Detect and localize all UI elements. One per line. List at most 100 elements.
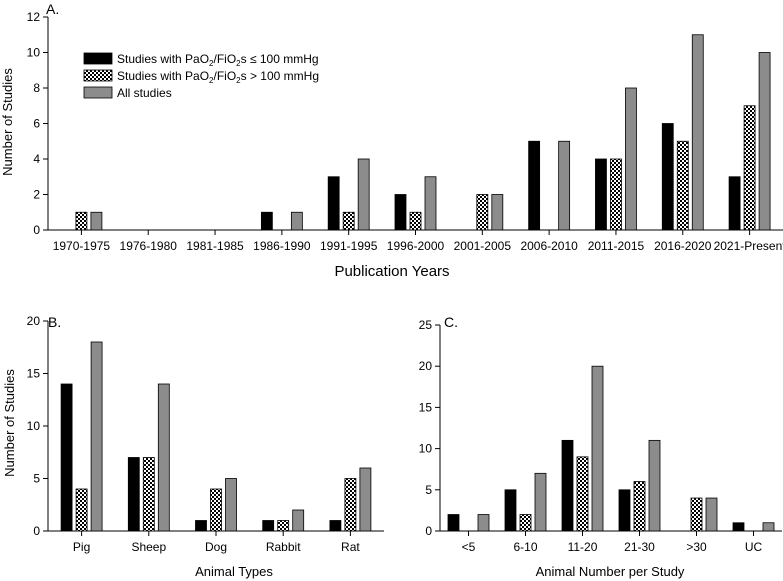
bar-gray bbox=[762, 522, 775, 532]
bar-black bbox=[561, 439, 574, 532]
x-tick-label: 1976-1980 bbox=[120, 239, 178, 253]
bar-black bbox=[195, 520, 207, 532]
y-tick-label: 0 bbox=[33, 524, 40, 538]
bar-black bbox=[60, 383, 73, 532]
bar-gray bbox=[705, 497, 718, 532]
panel-a-label: A. bbox=[46, 1, 59, 17]
x-tick-label: 1986-1990 bbox=[253, 239, 311, 253]
bar-checker bbox=[633, 481, 646, 532]
bar-gray bbox=[691, 34, 704, 231]
x-tick-label: Sheep bbox=[131, 540, 166, 554]
x-tick-label: 1996-2000 bbox=[387, 239, 445, 253]
bar-checker bbox=[676, 140, 689, 231]
panel-b: 0 5 10 15 20 Pig Sheep Dog Rabbit Rat bbox=[27, 314, 384, 554]
x-tick-label: >30 bbox=[686, 540, 707, 554]
bar-checker bbox=[519, 514, 532, 532]
panel-a-xlabel: Publication Years bbox=[334, 263, 449, 280]
bar-gray bbox=[359, 467, 372, 532]
legend: Studies with PaO2/FiO2s ≤ 100 mmHg Studi… bbox=[83, 52, 319, 100]
x-tick-label: UC bbox=[745, 540, 763, 554]
x-tick-label: Rabbit bbox=[266, 540, 301, 554]
y-tick-label: 15 bbox=[27, 367, 41, 381]
y-tick-label: 10 bbox=[27, 419, 41, 433]
legend-text-black-sub2: 2 bbox=[236, 59, 241, 68]
bar-black bbox=[394, 194, 407, 231]
svg-text:Studies with PaO2/FiO2s ≤ 100: Studies with PaO2/FiO2s ≤ 100 mmHg bbox=[117, 52, 319, 68]
x-tick-label: Pig bbox=[73, 540, 90, 554]
x-tick-label: 1991-1995 bbox=[320, 239, 378, 253]
panel-b-xlabel: Animal Types bbox=[195, 564, 273, 579]
y-tick-label: 0 bbox=[425, 524, 432, 538]
bar-checker bbox=[610, 158, 622, 231]
bar-black bbox=[732, 522, 745, 532]
bar-gray bbox=[558, 140, 571, 231]
x-tick-label: Dog bbox=[205, 540, 227, 554]
bar-black bbox=[329, 520, 342, 532]
y-tick-label: 20 bbox=[419, 359, 433, 373]
y-tick-label: 6 bbox=[33, 117, 40, 131]
panel-a: 0 2 4 6 8 10 12 1970-1975 1976-1980 1981-1985 1986… bbox=[27, 10, 783, 253]
panel-a-ylabel: Number of Studies bbox=[0, 68, 15, 176]
y-tick-label: 8 bbox=[33, 81, 40, 95]
x-tick-label: 2011-2015 bbox=[588, 239, 645, 253]
bar-black bbox=[262, 520, 275, 532]
bar-black bbox=[595, 158, 607, 231]
x-tick-label: 2006-2010 bbox=[520, 239, 578, 253]
legend-entry-checker: Studies with PaO2/FiO2s > 100 mmHg bbox=[83, 69, 319, 85]
bar-checker bbox=[342, 211, 355, 231]
x-tick-label: 21-30 bbox=[624, 540, 655, 554]
bar-gray bbox=[90, 341, 103, 532]
bar-black bbox=[528, 140, 541, 231]
bar-gray bbox=[424, 176, 437, 231]
x-tick-label: 1970-1975 bbox=[53, 239, 111, 253]
legend-entry-gray: All studies bbox=[83, 86, 172, 100]
bar-gray bbox=[491, 194, 504, 231]
y-tick-label: 4 bbox=[33, 152, 40, 166]
bar-checker bbox=[476, 194, 489, 231]
legend-swatch-gray bbox=[83, 86, 113, 99]
legend-text-checker-suffix: s > 100 mmHg bbox=[241, 69, 319, 83]
legend-text-checker-sub2: 2 bbox=[236, 76, 241, 85]
bar-checker bbox=[690, 497, 703, 532]
bar-gray bbox=[648, 439, 661, 532]
y-tick-label: 25 bbox=[419, 318, 433, 332]
bar-checker bbox=[576, 456, 589, 532]
bar-black bbox=[260, 211, 273, 231]
bar-gray bbox=[292, 509, 305, 532]
bar-checker bbox=[743, 105, 756, 231]
legend-text-black-suffix: s ≤ 100 mmHg bbox=[241, 52, 319, 66]
legend-text-black-sub1: 2 bbox=[209, 59, 214, 68]
svg-text:Studies with PaO2/FiO2s > 100: Studies with PaO2/FiO2s > 100 mmHg bbox=[117, 69, 319, 85]
legend-swatch-black bbox=[83, 52, 113, 65]
bar-gray bbox=[591, 365, 604, 532]
y-tick-label: 15 bbox=[419, 400, 433, 414]
bar-gray bbox=[90, 211, 103, 231]
x-tick-label: <5 bbox=[462, 540, 476, 554]
bar-checker bbox=[344, 478, 357, 532]
y-tick-label: 5 bbox=[33, 472, 40, 486]
bar-black bbox=[661, 123, 674, 231]
legend-text-checker-prefix: Studies with PaO bbox=[117, 69, 209, 83]
legend-text-checker-mid: /FiO bbox=[214, 69, 237, 83]
bar-gray bbox=[357, 158, 370, 231]
bar-gray bbox=[758, 52, 771, 231]
panel-b-label: B. bbox=[48, 314, 61, 330]
x-tick-label: 11-20 bbox=[568, 540, 598, 554]
x-tick-label: 2001-2005 bbox=[454, 239, 512, 253]
legend-swatch-checker bbox=[83, 69, 113, 82]
panel-b-ylabel: Number of Studies bbox=[2, 369, 17, 477]
x-tick-label: 1981-1985 bbox=[186, 239, 244, 253]
bar-black bbox=[618, 489, 631, 532]
legend-text-black-prefix: Studies with PaO bbox=[117, 52, 209, 66]
bar-black bbox=[327, 176, 340, 231]
bar-checker bbox=[210, 488, 222, 532]
y-tick-label: 10 bbox=[419, 442, 433, 456]
panel-c: 0 5 10 15 20 25 <5 6-10 11-20 21-30 >30 UC bbox=[419, 318, 782, 554]
legend-text-checker-sub1: 2 bbox=[209, 76, 214, 85]
bar-checker bbox=[142, 457, 155, 532]
x-tick-label: 2016-2020 bbox=[654, 239, 712, 253]
x-tick-label: 6-10 bbox=[513, 540, 537, 554]
panel-c-label: C. bbox=[444, 314, 458, 330]
bar-checker bbox=[409, 211, 422, 231]
